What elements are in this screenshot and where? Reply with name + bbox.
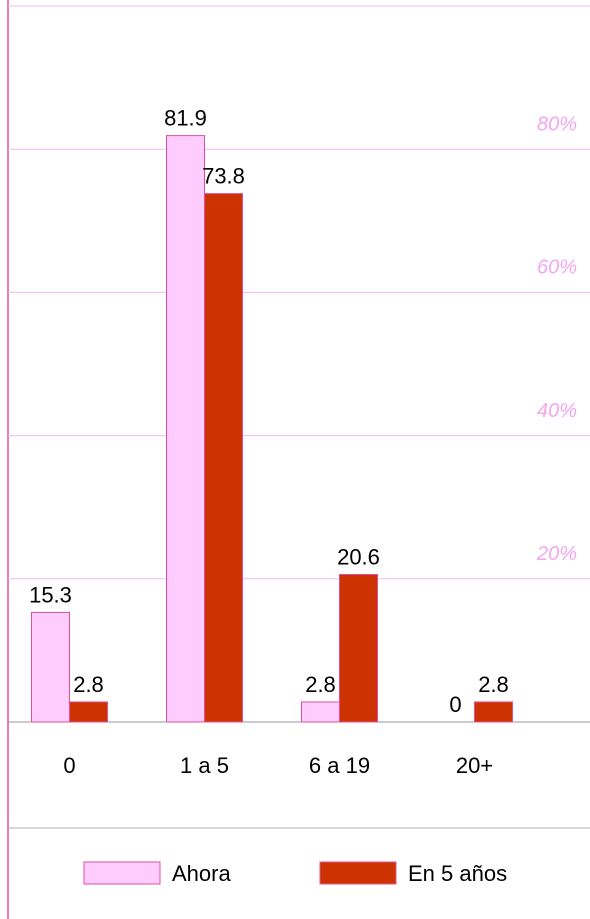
x-tick-label: 0 [63,753,75,778]
value-label: 20.6 [337,544,380,569]
bar [474,701,513,723]
legend-label: En 5 años [408,861,507,886]
bar [69,701,108,723]
x-tick-label: 20+ [456,753,493,778]
value-label: 15.3 [29,582,72,607]
value-label: 73.8 [202,163,245,188]
x-tick-label: 1 a 5 [180,753,229,778]
legend-swatch [83,861,161,885]
bar [204,193,243,723]
value-label: 2.8 [478,672,509,697]
bar [31,611,70,723]
y-tick-label: 80% [537,113,577,135]
bar [301,701,340,723]
bar [339,574,378,723]
value-label: 0 [449,692,461,717]
x-tick-label: 6 a 19 [309,753,370,778]
value-label: 2.8 [73,672,104,697]
legend-swatch [319,861,397,885]
y-tick-label: 40% [537,400,577,422]
value-label: 81.9 [164,105,207,130]
bar [166,135,205,723]
y-tick-label: 60% [537,257,577,279]
y-tick-label: 20% [536,543,577,565]
value-label: 2.8 [305,672,336,697]
legend-label: Ahora [172,861,231,886]
